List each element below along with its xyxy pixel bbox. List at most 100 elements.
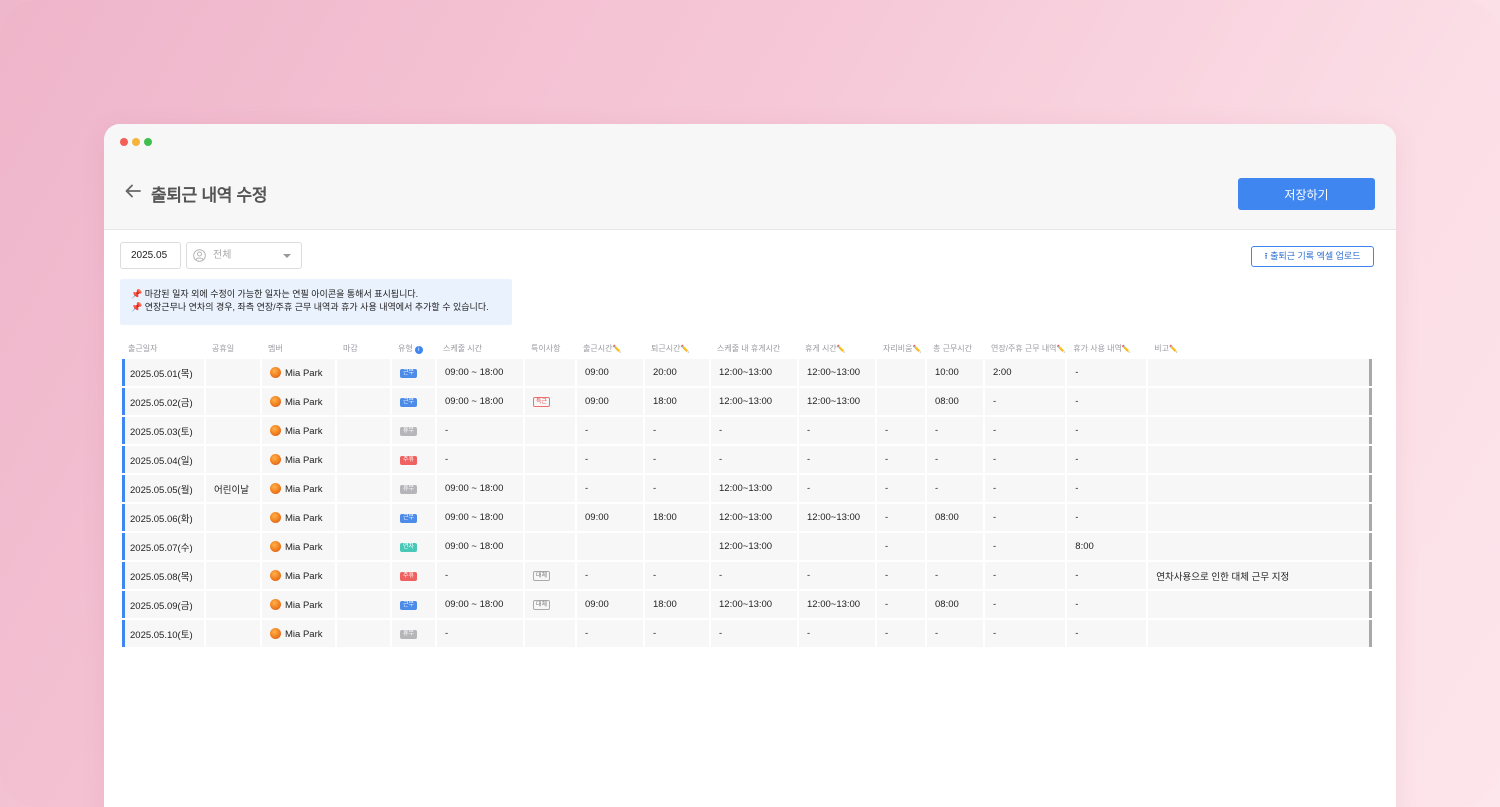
in-time-cell[interactable]: - — [577, 475, 643, 502]
closed-cell — [337, 446, 390, 473]
overtime-cell[interactable]: 2:00 — [985, 359, 1066, 386]
note-cell[interactable] — [1148, 359, 1373, 386]
leave-cell[interactable]: - — [1067, 504, 1147, 531]
arrow-left-icon[interactable] — [124, 182, 142, 200]
table-row[interactable]: 2025.05.07(수) Mia Park 연차 09:00 ~ 18:00 12:0… — [122, 533, 1373, 560]
away-cell[interactable] — [877, 388, 925, 415]
break-cell[interactable]: 12:00~13:00 — [799, 591, 875, 618]
out-time-cell[interactable]: - — [645, 620, 709, 647]
break-cell[interactable]: 12:00~13:00 — [799, 504, 875, 531]
in-time-cell[interactable]: 09:00 — [577, 504, 643, 531]
note-cell[interactable] — [1148, 620, 1373, 647]
in-time-cell[interactable]: - — [577, 417, 643, 444]
break-cell[interactable]: - — [799, 417, 875, 444]
out-time-cell[interactable]: 18:00 — [645, 388, 709, 415]
col-away: 자리비움✏️ — [883, 343, 922, 353]
table-row[interactable]: 2025.05.08(목) Mia Park 주휴 - 대체 - - - - - - - - 연차사용으로… — [122, 562, 1373, 589]
note-cell[interactable] — [1148, 504, 1373, 531]
note-cell[interactable] — [1148, 417, 1373, 444]
leave-cell[interactable]: - — [1067, 417, 1147, 444]
overtime-cell[interactable]: - — [985, 417, 1066, 444]
away-cell[interactable]: - — [877, 591, 925, 618]
leave-cell[interactable]: 8:00 — [1067, 533, 1147, 560]
out-time-cell[interactable]: 18:00 — [645, 591, 709, 618]
in-time-cell[interactable]: - — [577, 446, 643, 473]
overtime-cell[interactable]: - — [985, 475, 1066, 502]
leave-cell[interactable]: - — [1067, 446, 1147, 473]
note-cell[interactable] — [1148, 388, 1373, 415]
leave-cell[interactable]: - — [1067, 591, 1147, 618]
close-window-dot[interactable] — [120, 138, 128, 146]
in-time-cell[interactable]: 09:00 — [577, 591, 643, 618]
member-name: Mia Park — [285, 512, 323, 524]
break-cell[interactable]: - — [799, 475, 875, 502]
note-cell[interactable] — [1148, 591, 1373, 618]
away-cell[interactable]: - — [877, 620, 925, 647]
in-time-cell[interactable]: 09:00 — [577, 359, 643, 386]
excel-upload-button[interactable]: ⭱ 출퇴근 기록 엑셀 업로드 — [1251, 246, 1374, 267]
away-cell[interactable]: - — [877, 475, 925, 502]
out-time-cell[interactable]: - — [645, 562, 709, 589]
in-time-cell[interactable] — [577, 533, 643, 560]
table-row[interactable]: 2025.05.09(금) Mia Park 근무 09:00 ~ 18:00 대체 09… — [122, 591, 1373, 618]
save-button[interactable]: 저장하기 — [1238, 178, 1375, 210]
overtime-cell[interactable]: - — [985, 504, 1066, 531]
table-row[interactable]: 2025.05.05(월) 어린이날 Mia Park 휴무 09:00 ~ 18:00… — [122, 475, 1373, 502]
table-row[interactable]: 2025.05.10(토) Mia Park 휴무 - - - - - - - - - — [122, 620, 1373, 647]
member-select-placeholder: 전체 — [213, 250, 232, 261]
leave-cell[interactable]: - — [1067, 388, 1147, 415]
month-picker[interactable]: 2025.05 — [120, 242, 181, 269]
in-time-cell[interactable]: - — [577, 620, 643, 647]
overtime-cell[interactable]: - — [985, 388, 1066, 415]
away-cell[interactable]: - — [877, 446, 925, 473]
maximize-window-dot[interactable] — [144, 138, 152, 146]
table-body: 2025.05.01(목) Mia Park 근무 09:00 ~ 18:00 09:0… — [122, 359, 1373, 647]
out-time-cell[interactable]: - — [645, 475, 709, 502]
away-cell[interactable] — [877, 359, 925, 386]
in-time-cell[interactable]: - — [577, 562, 643, 589]
minimize-window-dot[interactable] — [132, 138, 140, 146]
table-row[interactable]: 2025.05.02(금) Mia Park 근무 09:00 ~ 18:00 특근 09… — [122, 388, 1373, 415]
out-time-cell[interactable]: 18:00 — [645, 504, 709, 531]
overtime-cell[interactable]: - — [985, 446, 1066, 473]
away-cell[interactable]: - — [877, 562, 925, 589]
overtime-cell[interactable]: - — [985, 533, 1066, 560]
leave-cell[interactable]: - — [1067, 562, 1147, 589]
away-cell[interactable]: - — [877, 504, 925, 531]
table-row[interactable]: 2025.05.04(일) Mia Park 주휴 - - - - - - - - - — [122, 446, 1373, 473]
away-cell[interactable]: - — [877, 417, 925, 444]
away-cell[interactable]: - — [877, 533, 925, 560]
note-cell[interactable] — [1148, 446, 1373, 473]
in-time-cell[interactable]: 09:00 — [577, 388, 643, 415]
date-cell: 2025.05.08(목) — [122, 562, 204, 589]
note-cell[interactable]: 연차사용으로 인한 대체 근무 지정 — [1148, 562, 1373, 589]
break-cell[interactable]: - — [799, 562, 875, 589]
out-time-cell[interactable]: 20:00 — [645, 359, 709, 386]
overtime-cell[interactable]: - — [985, 562, 1066, 589]
member-select[interactable]: 전체 — [186, 242, 302, 269]
type-badge: 근무 — [400, 601, 418, 610]
date-cell: 2025.05.09(금) — [122, 591, 204, 618]
out-time-cell[interactable] — [645, 533, 709, 560]
break-cell[interactable]: 12:00~13:00 — [799, 359, 875, 386]
info-icon[interactable]: i — [414, 345, 423, 354]
leave-cell[interactable]: - — [1067, 359, 1147, 386]
break-cell[interactable]: - — [799, 620, 875, 647]
out-time-cell[interactable]: - — [645, 446, 709, 473]
overtime-cell[interactable]: - — [985, 620, 1066, 647]
col-out: 퇴근시간✏️ — [651, 343, 690, 353]
note-cell[interactable] — [1148, 533, 1373, 560]
leave-cell[interactable]: - — [1067, 620, 1147, 647]
col-total: 총 근무시간 — [933, 343, 973, 353]
table-row[interactable]: 2025.05.03(토) Mia Park 휴무 - - - - - - - - - — [122, 417, 1373, 444]
overtime-cell[interactable]: - — [985, 591, 1066, 618]
leave-cell[interactable]: - — [1067, 475, 1147, 502]
note-cell[interactable] — [1148, 475, 1373, 502]
out-time-cell[interactable]: - — [645, 417, 709, 444]
break-cell[interactable]: - — [799, 446, 875, 473]
break-cell[interactable]: 12:00~13:00 — [799, 388, 875, 415]
break-cell[interactable] — [799, 533, 875, 560]
table-row[interactable]: 2025.05.06(화) Mia Park 근무 09:00 ~ 18:00 09:0… — [122, 504, 1373, 531]
table-row[interactable]: 2025.05.01(목) Mia Park 근무 09:00 ~ 18:00 09:0… — [122, 359, 1373, 386]
total-cell: 08:00 — [927, 591, 983, 618]
